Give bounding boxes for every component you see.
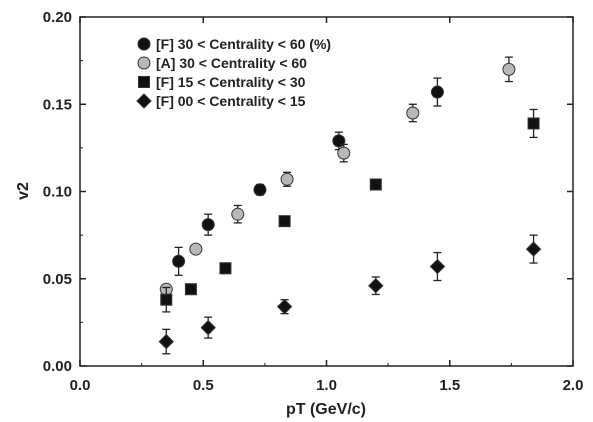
legend: [F] 30 < Centrality < 60 (%) [A] 30 < Cen… <box>136 36 331 109</box>
x-tick-label: 1.5 <box>439 377 460 394</box>
series-2 <box>160 108 540 313</box>
data-point <box>189 242 203 256</box>
y-tick-label: 0.20 <box>43 9 72 26</box>
data-point <box>527 117 540 130</box>
y-tick-label: 0.10 <box>43 184 72 201</box>
legend-marker <box>137 56 151 70</box>
y-tick-label: 0.00 <box>43 358 72 375</box>
data-point <box>253 183 267 197</box>
data-point <box>429 258 446 275</box>
data-point <box>201 218 215 232</box>
y-tick-label: 0.05 <box>43 271 72 288</box>
data-point <box>525 241 542 257</box>
data-point <box>280 172 294 186</box>
x-tick-label: 1.0 <box>316 377 337 394</box>
axis-ticks <box>79 16 574 367</box>
data-point <box>276 298 293 315</box>
data-point <box>278 215 291 228</box>
data-point <box>430 85 444 99</box>
x-tick-labels: 0.0 0.5 1.0 1.5 2.0 <box>70 377 584 394</box>
y-axis-title: v2 <box>15 182 32 200</box>
data-point <box>184 283 197 296</box>
x-tick-label: 2.0 <box>563 377 584 394</box>
data-point <box>200 319 216 336</box>
legend-marker <box>138 76 150 88</box>
data-point <box>160 293 173 306</box>
data-point <box>158 333 174 350</box>
data-point <box>172 254 186 268</box>
legend-marker <box>137 37 151 51</box>
series-layer <box>158 56 542 355</box>
y-tick-labels: 0.00 0.05 0.10 0.15 0.20 <box>43 9 72 375</box>
data-point <box>337 146 351 160</box>
series-3 <box>158 234 542 355</box>
data-point <box>231 207 245 221</box>
y-tick-label: 0.15 <box>43 96 72 113</box>
data-point <box>369 178 382 191</box>
legend-label: [A] 30 < Centrality < 60 <box>156 55 307 71</box>
legend-label: [F] 00 < Centrality < 15 <box>156 93 306 109</box>
x-axis-title: pT (GeV/c) <box>286 401 366 418</box>
x-tick-label: 0.5 <box>193 377 214 394</box>
legend-label: [F] 15 < Centrality < 30 <box>156 74 306 90</box>
legend-marker <box>136 93 152 109</box>
data-point <box>406 106 420 120</box>
data-point <box>219 262 232 275</box>
legend-label: [F] 30 < Centrality < 60 (%) <box>156 36 331 52</box>
data-point <box>502 62 516 76</box>
plot-frame <box>79 16 574 367</box>
data-point <box>368 278 384 294</box>
data-point <box>332 134 346 148</box>
x-tick-label: 0.0 <box>70 377 91 394</box>
